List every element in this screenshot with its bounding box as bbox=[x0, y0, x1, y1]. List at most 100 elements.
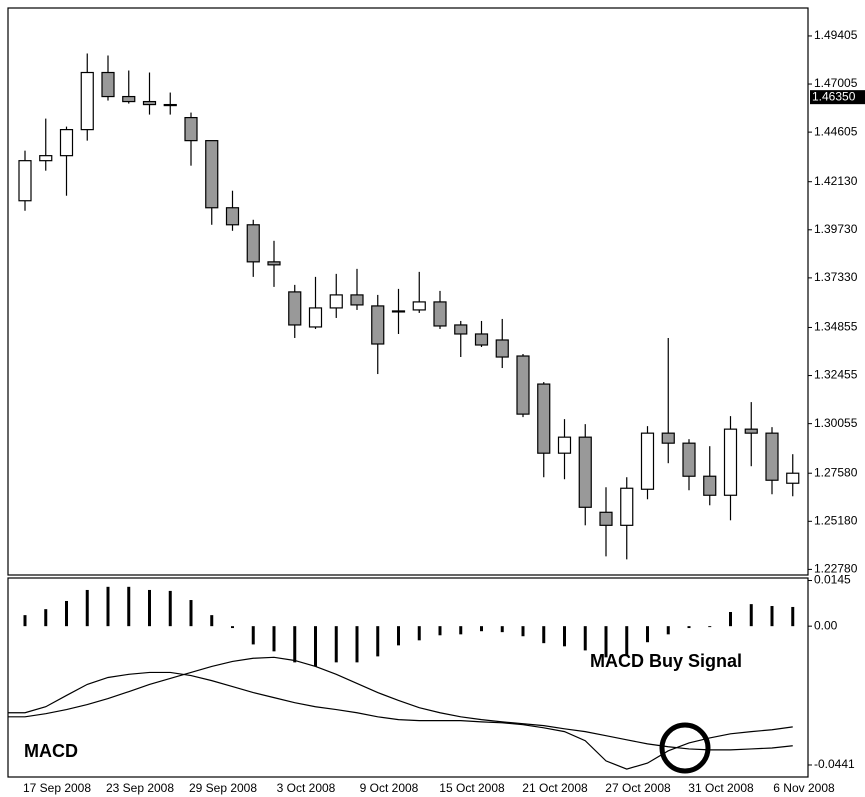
histogram-bar bbox=[397, 626, 400, 646]
x-tick-label: 9 Oct 2008 bbox=[360, 781, 419, 795]
y-tick-label: 1.25180 bbox=[814, 513, 858, 527]
y-tick-label: -0.0441 bbox=[814, 757, 855, 771]
histogram-bar bbox=[148, 589, 151, 627]
y-tick-label: 1.37330 bbox=[814, 270, 858, 284]
histogram-bar bbox=[231, 626, 234, 629]
candle-body bbox=[142, 100, 157, 106]
histogram-bar bbox=[210, 615, 214, 627]
candle-body bbox=[495, 339, 509, 358]
x-tick-label: 31 Oct 2008 bbox=[688, 781, 754, 795]
annotation: MACD bbox=[24, 741, 78, 761]
last-price-label: 1.46350 bbox=[812, 89, 856, 103]
macd-line bbox=[8, 656, 793, 751]
candle-body bbox=[39, 155, 53, 162]
histogram-bar bbox=[44, 609, 48, 627]
price-panel bbox=[7, 7, 809, 576]
y-tick-label: 1.49405 bbox=[814, 28, 858, 42]
candle-body bbox=[288, 291, 302, 326]
candle-body bbox=[18, 160, 32, 202]
candle-body bbox=[661, 432, 675, 444]
candle-body bbox=[350, 294, 364, 306]
candle-body bbox=[557, 436, 572, 454]
histogram-bar bbox=[521, 626, 525, 637]
candle-body bbox=[744, 428, 758, 434]
histogram-bar bbox=[480, 626, 483, 632]
macd-line bbox=[8, 671, 793, 770]
x-tick-label: 21 Oct 2008 bbox=[522, 781, 588, 795]
histogram-bar bbox=[272, 626, 276, 652]
histogram-bar bbox=[791, 606, 795, 627]
y-tick-label: 1.44605 bbox=[814, 124, 858, 138]
histogram-bar bbox=[355, 626, 359, 663]
candle-body bbox=[537, 383, 551, 454]
histogram-bar bbox=[459, 626, 463, 635]
candle-body bbox=[163, 103, 177, 107]
candle-body bbox=[786, 472, 800, 484]
histogram-bar bbox=[293, 626, 297, 663]
y-tick-label: 1.34855 bbox=[814, 320, 858, 334]
histogram-bar bbox=[604, 626, 608, 658]
candle-body bbox=[454, 324, 468, 335]
histogram-bar bbox=[334, 626, 338, 663]
candle-body bbox=[516, 355, 530, 415]
candle-body bbox=[391, 310, 406, 313]
last-price-box bbox=[810, 90, 865, 105]
candle-body bbox=[184, 116, 198, 142]
histogram-bar bbox=[646, 626, 649, 643]
x-tick-label: 27 Oct 2008 bbox=[605, 781, 671, 795]
y-tick-label: 1.30055 bbox=[814, 416, 858, 430]
candle-body bbox=[620, 487, 634, 526]
histogram-bar bbox=[65, 600, 68, 627]
histogram-bar bbox=[376, 626, 380, 657]
x-tick-label: 29 Sep 2008 bbox=[189, 781, 257, 795]
y-tick-label: 1.22780 bbox=[814, 562, 858, 576]
candle-body bbox=[599, 511, 613, 526]
candle-body bbox=[267, 261, 281, 266]
histogram-bar bbox=[770, 606, 774, 627]
histogram-bar bbox=[417, 626, 421, 641]
candle-body bbox=[80, 71, 94, 131]
x-tick-label: 6 Nov 2008 bbox=[773, 781, 835, 795]
y-tick-label: 0.00 bbox=[814, 618, 838, 632]
candle-body bbox=[640, 432, 655, 490]
histogram-bar bbox=[687, 626, 691, 629]
histogram-bar bbox=[708, 626, 712, 628]
candle-body bbox=[412, 301, 426, 311]
histogram-bar bbox=[500, 626, 504, 633]
candle-body bbox=[682, 442, 696, 477]
annotation: MACD Buy Signal bbox=[590, 651, 742, 671]
candle-body bbox=[122, 95, 136, 103]
x-tick-label: 15 Oct 2008 bbox=[439, 781, 505, 795]
candle-body bbox=[205, 140, 219, 209]
candle-body bbox=[308, 307, 323, 328]
histogram-bar bbox=[583, 626, 587, 651]
candle-body bbox=[578, 436, 592, 508]
y-tick-label: 1.42130 bbox=[814, 174, 858, 188]
candle-body bbox=[765, 432, 779, 481]
candle-body bbox=[225, 207, 240, 226]
histogram-bar bbox=[314, 626, 317, 667]
candle-body bbox=[474, 333, 489, 346]
x-tick-label: 17 Sep 2008 bbox=[23, 781, 91, 795]
y-tick-label: 1.32455 bbox=[814, 368, 858, 382]
candle-body bbox=[59, 129, 74, 157]
y-tick-label: 0.0145 bbox=[814, 573, 851, 587]
histogram-bar bbox=[106, 586, 110, 627]
histogram-bar bbox=[563, 626, 566, 647]
signal-circle bbox=[659, 722, 711, 774]
candle-body bbox=[329, 294, 343, 309]
histogram-bar bbox=[749, 604, 753, 627]
x-tick-label: 23 Sep 2008 bbox=[106, 781, 174, 795]
candle-body bbox=[101, 71, 115, 98]
macd-panel bbox=[7, 577, 809, 778]
histogram-bar bbox=[542, 626, 546, 644]
candle-body bbox=[723, 428, 738, 496]
histogram-bar bbox=[168, 590, 172, 627]
candle-body bbox=[246, 224, 260, 263]
candle-body bbox=[703, 475, 717, 496]
histogram-bar bbox=[23, 615, 27, 627]
candle-body bbox=[433, 301, 447, 327]
y-tick-label: 1.39730 bbox=[814, 222, 858, 236]
histogram-bar bbox=[189, 600, 193, 627]
